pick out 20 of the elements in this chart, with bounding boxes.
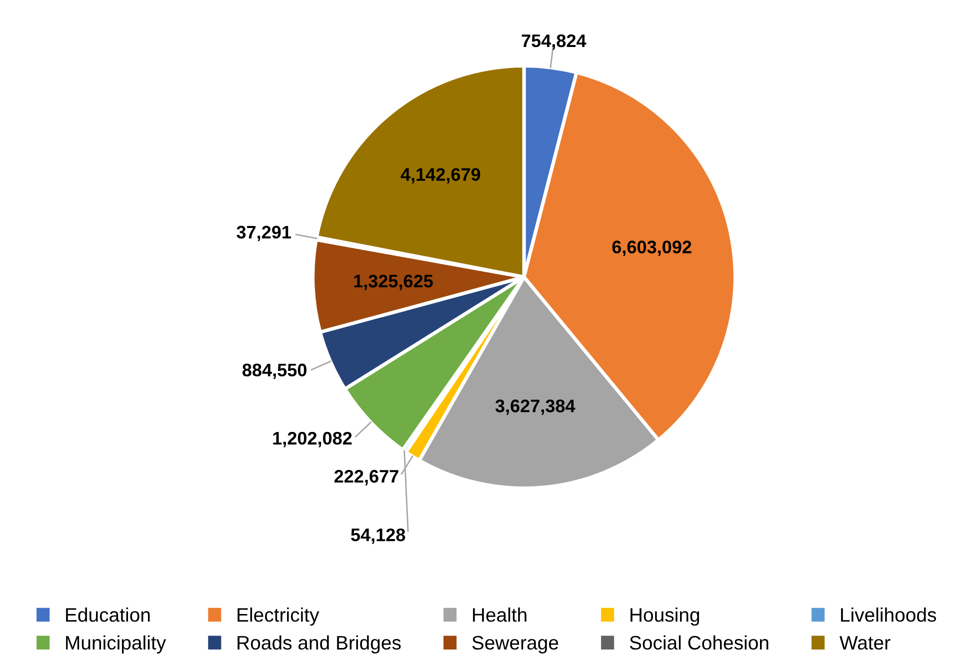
legend-label: Health <box>473 608 526 622</box>
data-label: 1,325,625 <box>354 274 433 290</box>
data-label: 37,291 <box>236 226 291 242</box>
legend-label: Municipality <box>66 635 166 654</box>
legend-label: Water <box>840 636 890 650</box>
legend-label: Social Cohesion <box>630 635 768 650</box>
data-label: 754,824 <box>522 34 586 50</box>
legend-label: Education <box>66 608 150 622</box>
data-label: 4,142,679 <box>400 168 480 184</box>
legend-label: Housing <box>630 608 700 626</box>
legend-label: Sewerage <box>472 636 558 654</box>
data-label: 1,202,082 <box>273 432 352 448</box>
data-label: 3,627,384 <box>495 400 576 415</box>
legend-label: Livelihoods <box>841 608 936 622</box>
legend-label: Electricity <box>238 608 320 626</box>
data-label: 222,677 <box>334 470 398 486</box>
data-label: 6,603,092 <box>612 240 692 256</box>
data-label: 884,550 <box>242 364 306 380</box>
data-label: 54,128 <box>351 528 406 544</box>
legend-label: Roads and Bridges <box>238 635 401 654</box>
